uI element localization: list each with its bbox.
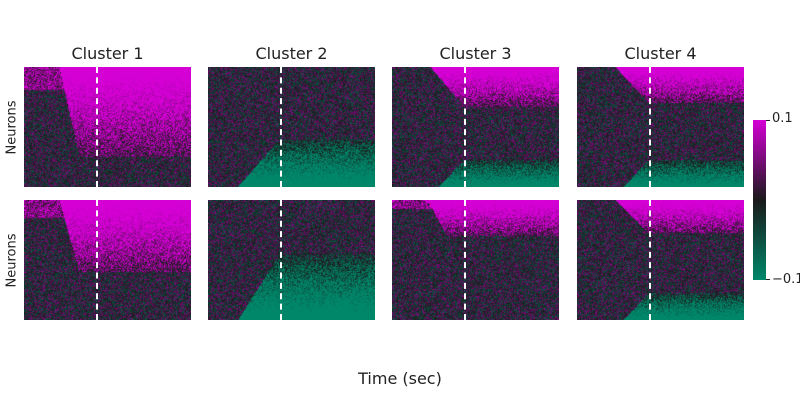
colorbar-tick-max — [766, 120, 770, 121]
heatmap-canvas — [24, 67, 191, 187]
heatmap-canvas — [392, 200, 559, 320]
heatmap-panel-r1-c3 — [392, 67, 559, 187]
heatmap-panel-r1-c4 — [577, 67, 744, 187]
column-title-cluster-4: Cluster 4 — [624, 44, 697, 63]
onset-line — [649, 67, 651, 187]
onset-line — [96, 200, 98, 320]
onset-line — [280, 67, 282, 187]
row-2-ylabel: Neurons — [4, 233, 20, 288]
heatmap-panel-r1-c1 — [24, 67, 191, 187]
heatmap-canvas — [208, 200, 375, 320]
heatmap-panel-r1-c2 — [208, 67, 375, 187]
onset-line — [464, 200, 466, 320]
colorbar — [753, 120, 766, 280]
heatmap-canvas — [24, 200, 191, 320]
heatmap-panel-r2-c3 — [392, 200, 559, 320]
colorbar-max-label: 0.1 — [772, 111, 793, 126]
heatmap-panel-r2-c4 — [577, 200, 744, 320]
onset-line — [96, 67, 98, 187]
column-title-cluster-3: Cluster 3 — [439, 44, 512, 63]
x-axis-label: Time (sec) — [358, 369, 442, 388]
heatmap-canvas — [208, 67, 375, 187]
colorbar-min-label: −0.1 — [772, 272, 800, 287]
onset-line — [649, 200, 651, 320]
onset-line — [280, 200, 282, 320]
row-1-ylabel: Neurons — [4, 100, 20, 155]
column-title-cluster-2: Cluster 2 — [255, 44, 328, 63]
heatmap-canvas — [392, 67, 559, 187]
heatmap-canvas — [577, 200, 744, 320]
colorbar-tick-min — [766, 279, 770, 280]
heatmap-panel-r2-c1 — [24, 200, 191, 320]
heatmap-canvas — [577, 67, 744, 187]
onset-line — [464, 67, 466, 187]
heatmap-panel-r2-c2 — [208, 200, 375, 320]
column-title-cluster-1: Cluster 1 — [71, 44, 144, 63]
